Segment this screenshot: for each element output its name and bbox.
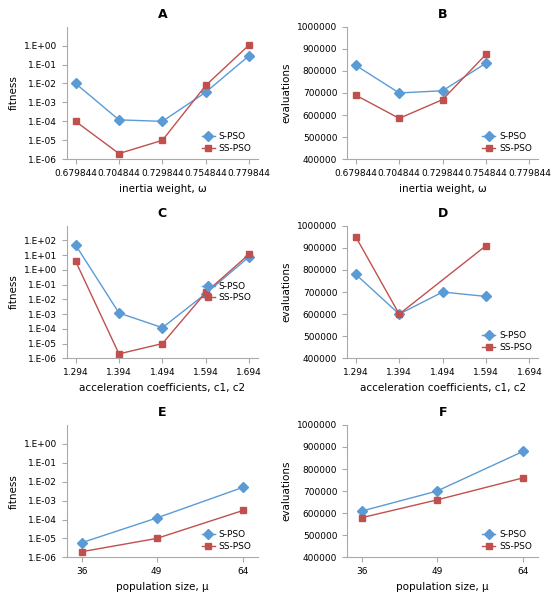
Legend: S-PSO, SS-PSO: S-PSO, SS-PSO — [480, 130, 534, 155]
Line: SS-PSO: SS-PSO — [352, 51, 490, 122]
S-PSO — [483, 293, 490, 300]
SS-PSO — [159, 340, 166, 347]
X-axis label: acceleration coefficients, c1, c2: acceleration coefficients, c1, c2 — [79, 383, 245, 392]
X-axis label: inertia weight, ω: inertia weight, ω — [119, 184, 206, 194]
Title: A: A — [158, 8, 167, 22]
SS-PSO — [116, 350, 122, 358]
Legend: S-PSO, SS-PSO: S-PSO, SS-PSO — [200, 529, 253, 553]
SS-PSO — [483, 242, 490, 249]
SS-PSO — [116, 150, 122, 157]
X-axis label: acceleration coefficients, c1, c2: acceleration coefficients, c1, c2 — [359, 383, 525, 392]
S-PSO — [72, 80, 79, 87]
SS-PSO — [240, 507, 247, 514]
Line: S-PSO: S-PSO — [78, 484, 247, 546]
Legend: S-PSO, SS-PSO: S-PSO, SS-PSO — [200, 130, 253, 155]
S-PSO — [396, 89, 402, 97]
Y-axis label: fitness: fitness — [8, 473, 18, 509]
Line: S-PSO: S-PSO — [72, 52, 253, 125]
SS-PSO — [396, 311, 402, 318]
S-PSO — [439, 87, 446, 94]
SS-PSO — [246, 41, 253, 49]
Title: F: F — [438, 406, 447, 419]
Legend: S-PSO, SS-PSO: S-PSO, SS-PSO — [200, 280, 253, 304]
S-PSO — [202, 89, 209, 96]
S-PSO — [483, 59, 490, 67]
Line: SS-PSO: SS-PSO — [72, 41, 253, 157]
SS-PSO — [72, 118, 79, 125]
S-PSO — [352, 62, 359, 69]
Line: S-PSO: S-PSO — [72, 241, 253, 331]
SS-PSO — [159, 137, 166, 144]
Line: S-PSO: S-PSO — [352, 271, 490, 317]
S-PSO — [72, 241, 79, 248]
SS-PSO — [246, 250, 253, 257]
SS-PSO — [72, 257, 79, 265]
SS-PSO — [352, 92, 359, 99]
S-PSO — [246, 253, 253, 260]
Title: B: B — [438, 8, 447, 22]
Legend: S-PSO, SS-PSO: S-PSO, SS-PSO — [480, 529, 534, 553]
S-PSO — [116, 310, 122, 317]
SS-PSO — [396, 115, 402, 122]
Title: E: E — [158, 406, 167, 419]
Line: SS-PSO: SS-PSO — [358, 475, 527, 521]
Y-axis label: evaluations: evaluations — [282, 63, 292, 123]
SS-PSO — [78, 548, 85, 555]
S-PSO — [240, 484, 247, 491]
S-PSO — [434, 488, 440, 495]
S-PSO — [159, 324, 166, 331]
Line: S-PSO: S-PSO — [352, 59, 490, 97]
SS-PSO — [434, 496, 440, 503]
SS-PSO — [359, 514, 366, 521]
Line: SS-PSO: SS-PSO — [72, 251, 253, 358]
Line: S-PSO: S-PSO — [358, 448, 527, 514]
S-PSO — [78, 539, 85, 546]
Title: C: C — [158, 208, 167, 220]
SS-PSO — [153, 535, 160, 542]
S-PSO — [439, 289, 446, 296]
Line: SS-PSO: SS-PSO — [352, 233, 490, 317]
SS-PSO — [202, 82, 209, 89]
X-axis label: population size, μ: population size, μ — [396, 581, 489, 592]
S-PSO — [116, 116, 122, 124]
Y-axis label: fitness: fitness — [8, 275, 18, 310]
S-PSO — [202, 290, 209, 297]
S-PSO — [359, 508, 366, 515]
S-PSO — [396, 311, 402, 318]
S-PSO — [159, 118, 166, 125]
S-PSO — [352, 271, 359, 278]
S-PSO — [246, 52, 253, 59]
Legend: S-PSO, SS-PSO: S-PSO, SS-PSO — [480, 329, 534, 354]
SS-PSO — [352, 233, 359, 241]
X-axis label: inertia weight, ω: inertia weight, ω — [399, 184, 486, 194]
Title: D: D — [438, 208, 448, 220]
SS-PSO — [439, 96, 446, 103]
SS-PSO — [483, 50, 490, 58]
X-axis label: population size, μ: population size, μ — [116, 581, 209, 592]
SS-PSO — [520, 474, 527, 481]
S-PSO — [520, 448, 527, 455]
Y-axis label: evaluations: evaluations — [282, 262, 292, 322]
SS-PSO — [202, 289, 209, 296]
Y-axis label: evaluations: evaluations — [282, 461, 292, 521]
Y-axis label: fitness: fitness — [8, 76, 18, 110]
Line: SS-PSO: SS-PSO — [78, 507, 247, 555]
S-PSO — [153, 514, 160, 521]
